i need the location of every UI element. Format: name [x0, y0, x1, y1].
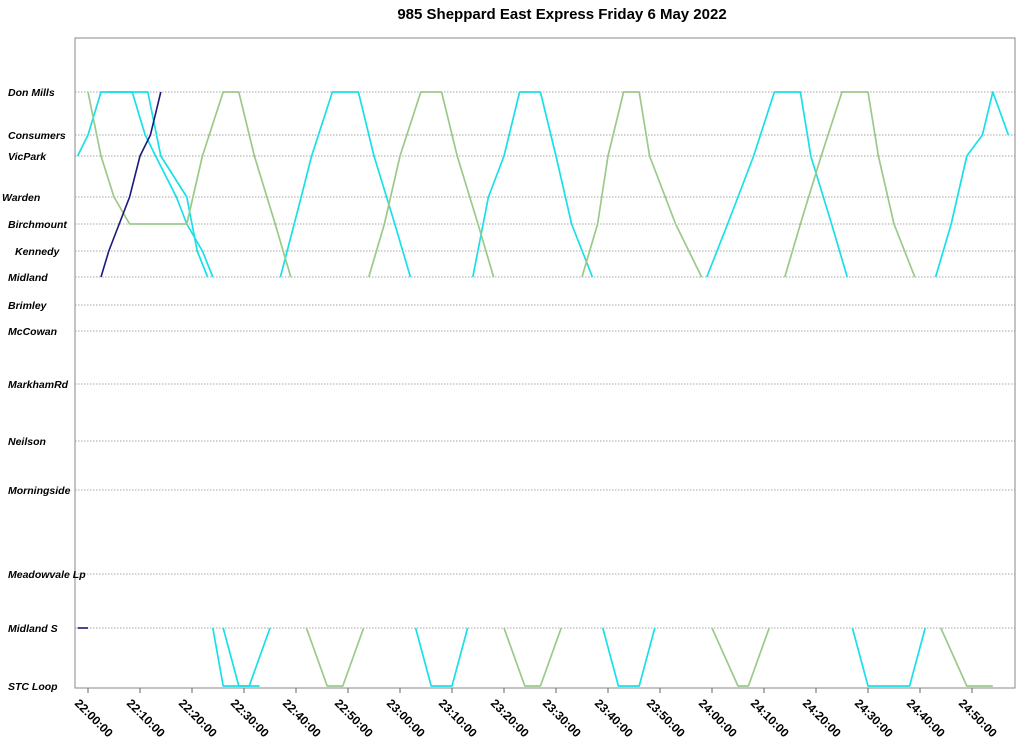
stop-label: Meadowvale Lp — [8, 569, 86, 581]
trip-line-green — [367, 91, 495, 278]
trip-line-cyan — [211, 627, 271, 687]
trip-line-cyan — [414, 627, 469, 687]
x-tick-label: 22:20:00 — [176, 696, 220, 740]
x-tick-label: 23:10:00 — [436, 696, 480, 740]
x-tick-label: 22:10:00 — [124, 696, 168, 740]
x-tick-label: 22:50:00 — [332, 696, 376, 740]
stop-label: Midland S — [8, 623, 58, 635]
trip-line-cyan — [851, 627, 927, 687]
time-axis: 22:00:00 22:10:00 22:20:00 22:30:00 22:40:00… — [72, 688, 1000, 740]
x-tick-label: 23:00:00 — [384, 696, 428, 740]
trip-line-green — [940, 627, 993, 687]
trip-line-cyan — [706, 91, 849, 278]
x-tick-label: 24:50:00 — [956, 696, 1000, 740]
stop-label: Midland — [8, 272, 48, 284]
trip-line-cyan — [934, 91, 1010, 278]
stop-label: STC Loop — [8, 681, 58, 693]
trip-line-green — [581, 91, 703, 278]
x-tick-label: 23:20:00 — [488, 696, 532, 740]
stop-label: Consumers — [8, 130, 66, 142]
stop-label: Neilson — [8, 436, 46, 448]
x-tick-label: 24:30:00 — [852, 696, 896, 740]
x-tick-label: 22:30:00 — [228, 696, 272, 740]
stop-label: Don Mills — [8, 87, 55, 99]
trip-line-green — [711, 627, 771, 687]
trip-line-navy — [100, 91, 162, 278]
stop-label: Morningside — [8, 485, 71, 497]
stop-label: VicPark — [8, 151, 47, 163]
x-tick-label: 24:00:00 — [696, 696, 740, 740]
trip-line-cyan — [279, 91, 412, 278]
trip-line-green — [503, 627, 563, 687]
trip-line-green — [783, 91, 916, 278]
stop-label: Birchmount — [8, 219, 67, 231]
x-tick-label: 22:40:00 — [280, 696, 324, 740]
x-tick-label: 24:20:00 — [800, 696, 844, 740]
stop-labels: Don Mills Consumers VicPark Warden Birchmoun… — [2, 87, 86, 693]
trip-line-cyan — [601, 627, 656, 687]
stop-label: Kennedy — [15, 246, 61, 258]
stop-label: Warden — [2, 192, 40, 204]
trip-line-cyan — [471, 91, 594, 278]
x-tick-label: 23:50:00 — [644, 696, 688, 740]
x-tick-label: 23:30:00 — [540, 696, 584, 740]
trip-line-green — [305, 627, 365, 687]
trip-line-green — [87, 91, 292, 278]
plot-area — [74, 37, 1016, 689]
x-tick-label: 24:40:00 — [904, 696, 948, 740]
x-tick-label: 23:40:00 — [592, 696, 636, 740]
x-tick-label: 24:10:00 — [748, 696, 792, 740]
chart-title: 985 Sheppard East Express Friday 6 May 2… — [397, 6, 727, 23]
stop-label: Brimley — [8, 300, 48, 312]
x-tick-label: 22:00:00 — [72, 696, 116, 740]
trip-line-cyan — [222, 627, 260, 687]
stop-label: McCowan — [8, 326, 57, 338]
stop-label: MarkhamRd — [8, 379, 69, 391]
trip-lines — [76, 91, 1010, 687]
trip-line-cyan — [108, 91, 209, 278]
